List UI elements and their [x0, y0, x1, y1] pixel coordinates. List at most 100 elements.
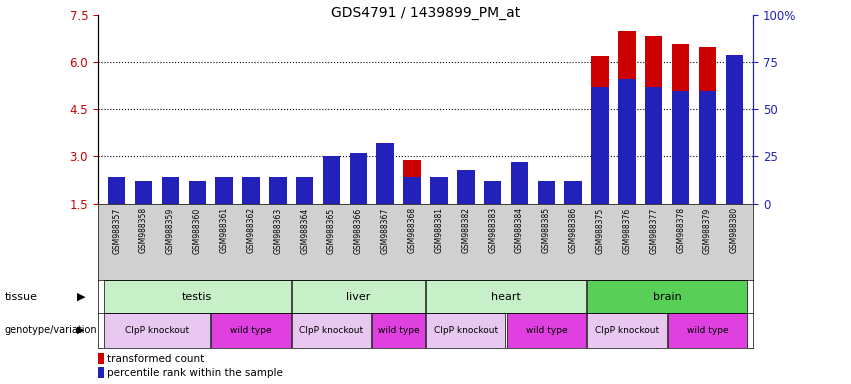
Bar	[511, 185, 528, 204]
Text: tissue: tissue	[4, 291, 37, 302]
Bar	[292, 280, 425, 313]
Bar	[726, 59, 743, 204]
Bar	[538, 181, 555, 204]
Bar	[134, 186, 152, 204]
Text: ClpP knockout: ClpP knockout	[595, 326, 659, 335]
Bar	[484, 181, 501, 204]
Bar	[431, 177, 448, 204]
Text: GSM988365: GSM988365	[327, 207, 336, 253]
Bar	[243, 183, 260, 204]
Bar	[373, 313, 425, 348]
Bar	[587, 280, 747, 313]
Text: GSM988378: GSM988378	[677, 207, 685, 253]
Text: GSM988366: GSM988366	[354, 207, 363, 253]
Text: ▶: ▶	[77, 291, 85, 302]
Bar	[403, 177, 420, 204]
Bar	[587, 313, 666, 348]
Text: GSM988382: GSM988382	[461, 207, 471, 253]
Bar	[376, 143, 394, 204]
Text: GDS4791 / 1439899_PM_at: GDS4791 / 1439899_PM_at	[331, 6, 520, 20]
Text: wild type: wild type	[687, 326, 728, 335]
Bar	[564, 181, 582, 204]
Bar	[162, 177, 179, 204]
Bar	[591, 87, 608, 204]
Text: GSM988385: GSM988385	[542, 207, 551, 253]
Bar	[211, 313, 290, 348]
Text: wild type: wild type	[526, 326, 567, 335]
Bar	[323, 157, 340, 204]
Bar	[243, 177, 260, 204]
Text: liver: liver	[346, 291, 370, 302]
Bar	[296, 177, 313, 204]
Bar	[484, 186, 501, 204]
Bar	[699, 91, 717, 204]
Bar	[104, 313, 210, 348]
Text: transformed count: transformed count	[107, 354, 204, 364]
Text: GSM988360: GSM988360	[192, 207, 202, 253]
Text: GSM988375: GSM988375	[596, 207, 604, 253]
Text: GSM988367: GSM988367	[380, 207, 390, 253]
Text: GSM988377: GSM988377	[649, 207, 659, 253]
Text: ▶: ▶	[77, 325, 84, 335]
Text: GSM988379: GSM988379	[703, 207, 712, 253]
Text: GSM988364: GSM988364	[300, 207, 309, 253]
Text: wild type: wild type	[230, 326, 271, 335]
Text: heart: heart	[491, 291, 521, 302]
Bar	[269, 183, 287, 204]
Bar	[511, 162, 528, 204]
Bar	[104, 280, 290, 313]
Bar	[538, 185, 555, 204]
Text: GSM988380: GSM988380	[730, 207, 739, 253]
Text: testis: testis	[182, 291, 213, 302]
Text: GSM988359: GSM988359	[166, 207, 174, 253]
Text: GSM988376: GSM988376	[622, 207, 631, 253]
Text: GSM988362: GSM988362	[247, 207, 255, 253]
Bar	[672, 91, 689, 204]
Bar	[134, 181, 152, 204]
Text: GSM988381: GSM988381	[434, 207, 443, 253]
Bar	[618, 79, 636, 204]
Text: GSM988384: GSM988384	[515, 207, 524, 253]
Bar	[162, 185, 179, 204]
Text: GSM988357: GSM988357	[112, 207, 121, 253]
Bar	[699, 47, 717, 204]
Text: brain: brain	[653, 291, 682, 302]
Bar	[215, 183, 233, 204]
Bar	[403, 160, 420, 204]
Text: GSM988368: GSM988368	[408, 207, 417, 253]
Text: GSM988383: GSM988383	[488, 207, 497, 253]
Text: GSM988358: GSM988358	[139, 207, 148, 253]
Text: ClpP knockout: ClpP knockout	[434, 326, 498, 335]
Bar	[431, 185, 448, 204]
Bar	[506, 313, 586, 348]
Bar	[591, 56, 608, 204]
Bar	[726, 55, 743, 204]
Bar	[350, 161, 367, 204]
Bar	[215, 177, 233, 204]
Bar	[564, 185, 582, 204]
Bar	[98, 353, 104, 364]
Bar	[189, 186, 206, 204]
Text: GSM988363: GSM988363	[273, 207, 283, 253]
Bar	[376, 160, 394, 204]
Bar	[672, 44, 689, 204]
Bar	[426, 280, 586, 313]
Bar	[98, 367, 104, 378]
Bar	[108, 185, 125, 204]
Bar	[108, 177, 125, 204]
Bar	[292, 313, 371, 348]
Text: GSM988386: GSM988386	[568, 207, 578, 253]
Bar	[189, 181, 206, 204]
Bar	[645, 36, 662, 204]
Text: ClpP knockout: ClpP knockout	[300, 326, 363, 335]
Bar	[296, 185, 313, 204]
Bar	[323, 158, 340, 204]
Bar	[668, 313, 747, 348]
Bar	[426, 313, 505, 348]
Text: ClpP knockout: ClpP knockout	[125, 326, 189, 335]
Text: genotype/variation: genotype/variation	[4, 325, 97, 335]
Text: percentile rank within the sample: percentile rank within the sample	[107, 367, 283, 378]
Bar	[457, 170, 475, 204]
Bar	[350, 153, 367, 204]
Text: wild type: wild type	[378, 326, 420, 335]
